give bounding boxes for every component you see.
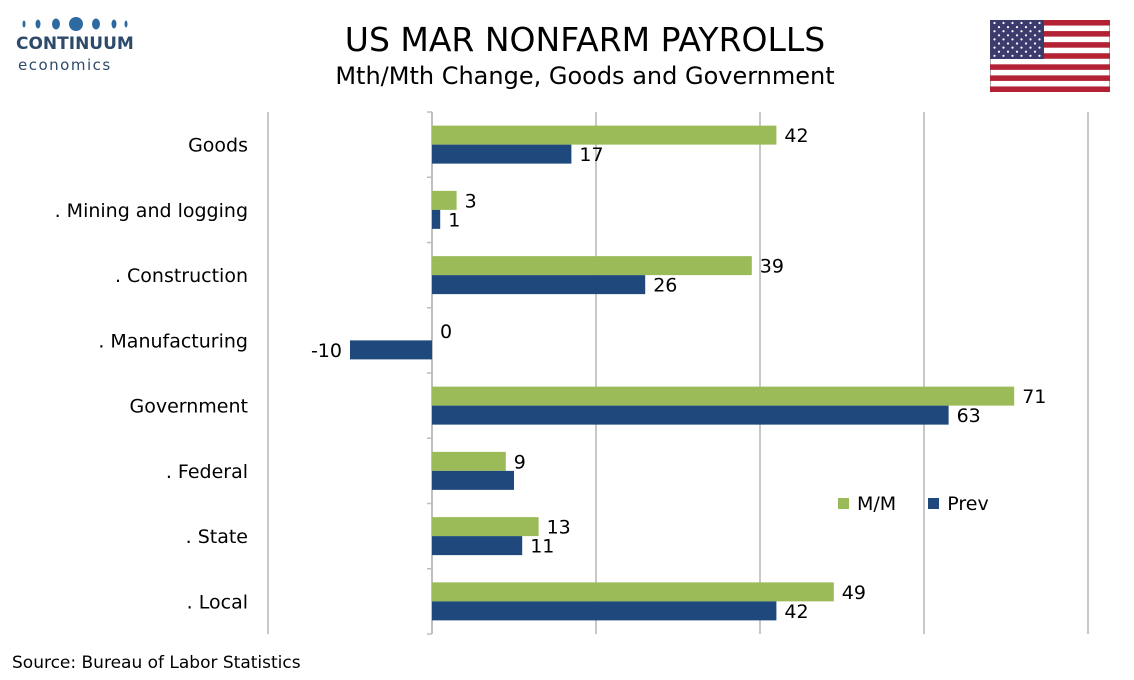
category-label: . Local [187, 591, 248, 613]
category-label: Government [130, 396, 249, 418]
data-label: 3 [465, 190, 477, 212]
bar-prev [432, 209, 441, 229]
continuum-logo-icon [22, 17, 128, 31]
chart-subtitle: Mth/Mth Change, Goods and Government [335, 62, 835, 90]
data-label: 63 [957, 405, 981, 427]
data-label: 0 [440, 321, 452, 343]
category-label: Goods [188, 135, 248, 157]
data-label: 39 [760, 256, 784, 278]
data-label: 42 [784, 601, 808, 623]
bar-mm [432, 125, 777, 145]
bar-mm [432, 386, 1015, 406]
category-label: . Federal [166, 461, 248, 483]
legend-item-mm: M/M [838, 493, 896, 515]
logo-brand: CONTINUUM [16, 34, 134, 54]
bar-mm [432, 256, 752, 276]
category-label: . Manufacturing [98, 330, 248, 352]
bar-mm [432, 517, 539, 537]
bar-mm [432, 451, 506, 471]
bar-prev [432, 470, 514, 490]
bar-prev [432, 405, 949, 425]
legend-label-mm: M/M [857, 492, 897, 515]
continuum-logo: CONTINUUM economics [12, 14, 134, 76]
data-label: 11 [530, 536, 554, 558]
source-note: Source: Bureau of Labor Statistics [12, 653, 301, 673]
legend-item-prev: Prev [928, 492, 989, 515]
bar-mm [432, 190, 457, 210]
data-label: 49 [842, 582, 866, 604]
bar-prev [432, 536, 523, 556]
legend-label-prev: Prev [947, 492, 989, 515]
data-label: 13 [547, 517, 571, 539]
data-label: -10 [311, 340, 342, 362]
data-label: 1 [448, 209, 460, 231]
data-label: 71 [1022, 386, 1046, 408]
data-label: 17 [579, 144, 603, 166]
data-label: 42 [784, 125, 808, 147]
bar-prev [432, 144, 572, 164]
legend-swatch-mm [838, 498, 849, 509]
legend: M/M Prev [838, 492, 1015, 515]
bar-mm [432, 582, 834, 602]
us-flag-icon [990, 20, 1110, 92]
bar-prev [350, 340, 432, 360]
data-label: 9 [514, 451, 526, 473]
bar-prev [432, 601, 777, 621]
logo-subtext: economics [18, 56, 112, 74]
data-label: 26 [653, 275, 677, 297]
legend-swatch-prev [928, 498, 940, 509]
category-label: . Construction [115, 265, 248, 287]
category-label: . Mining and logging [55, 200, 248, 222]
chart-title: US MAR NONFARM PAYROLLS [344, 20, 826, 59]
bar-prev [432, 275, 646, 295]
category-label: . State [186, 526, 248, 548]
